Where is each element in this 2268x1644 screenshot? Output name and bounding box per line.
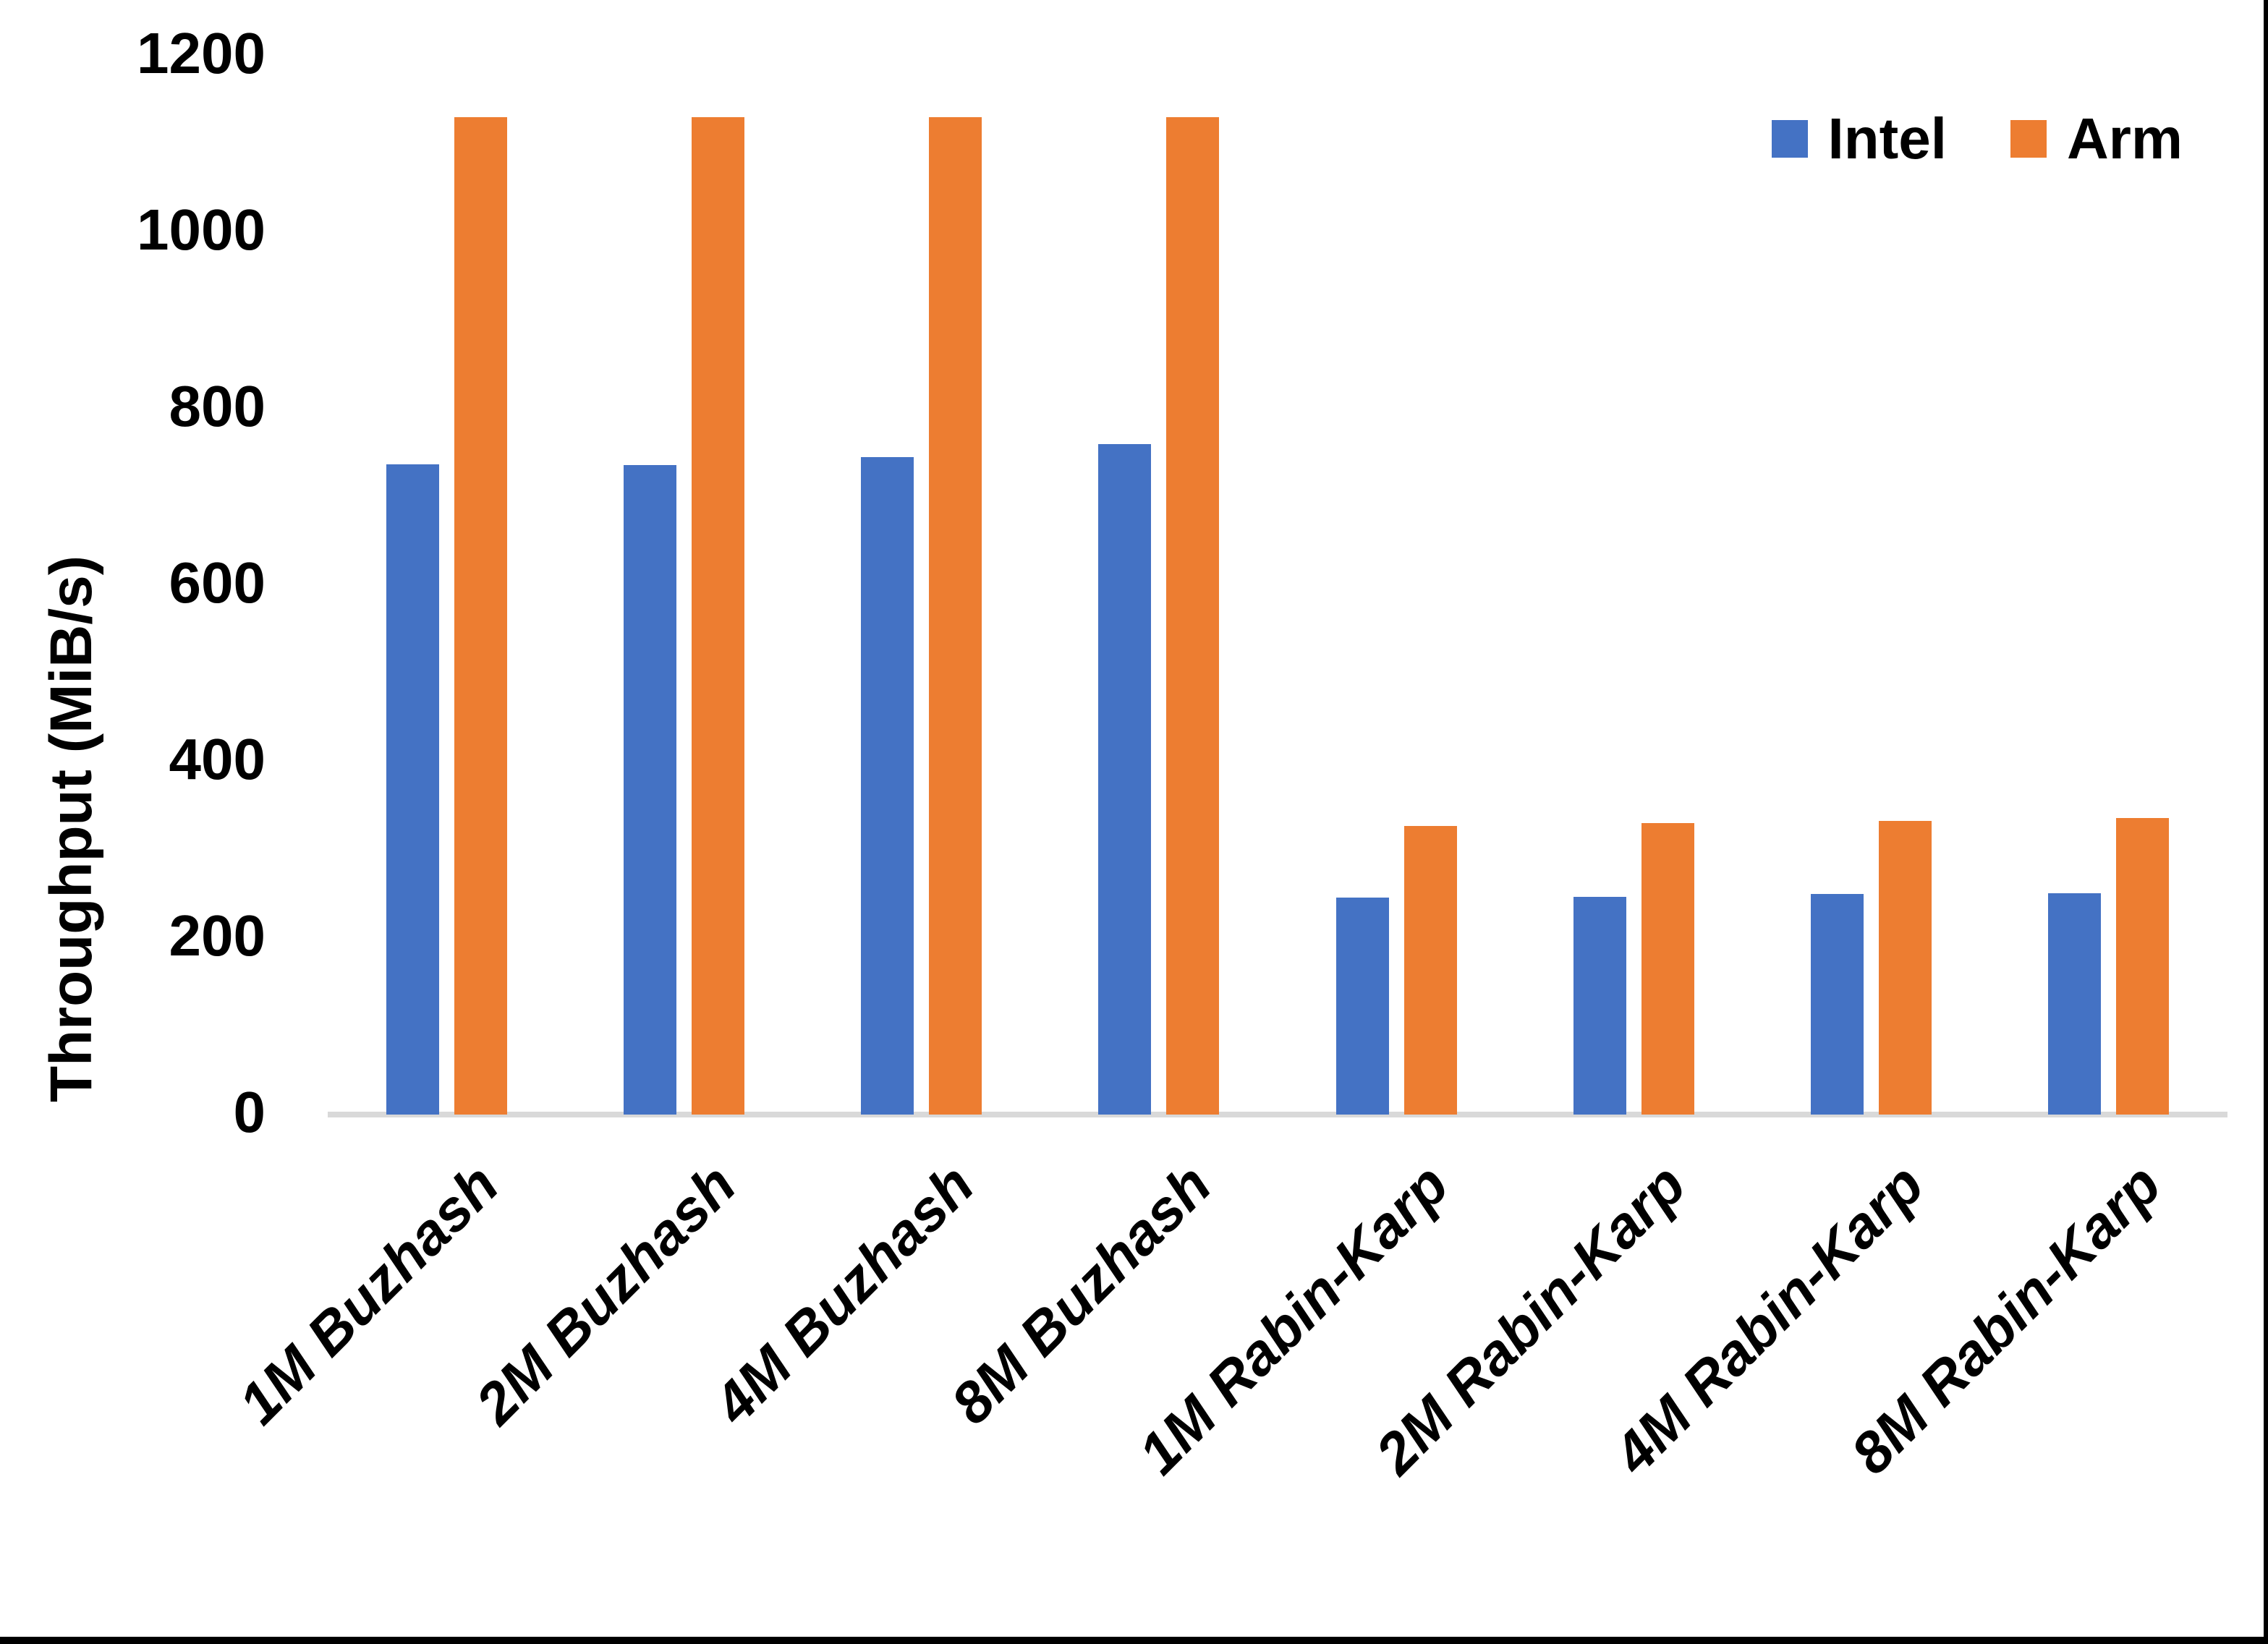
y-tick-label-0: 0 <box>233 1080 266 1144</box>
bottom-border <box>0 1637 2268 1644</box>
bar-arm-2m-buzhash <box>691 117 744 1115</box>
y-tick-label-1000: 1000 <box>137 197 266 262</box>
legend-item-intel: Intel <box>1771 106 1947 171</box>
bar-arm-4m-rabin-karp <box>1879 820 1932 1115</box>
y-tick-label-800: 800 <box>169 374 266 438</box>
bar-arm-1m-rabin-karp <box>1403 826 1457 1115</box>
y-axis-title: Throughput (MiB/s) <box>38 555 104 1102</box>
bar-intel-8m-buzhash <box>1098 443 1152 1115</box>
legend-item-arm: Arm <box>2010 110 2183 168</box>
bar-intel-2m-rabin-karp <box>1573 896 1626 1115</box>
bar-arm-2m-rabin-karp <box>1641 823 1694 1115</box>
bar-arm-1m-buzhash <box>454 117 507 1115</box>
bar-intel-2m-buzhash <box>623 465 676 1115</box>
legend-swatch-intel <box>1771 120 1808 158</box>
bar-intel-4m-rabin-karp <box>1811 894 1864 1115</box>
y-tick-label-400: 400 <box>169 727 266 791</box>
bar-intel-4m-buzhash <box>861 457 914 1115</box>
bar-arm-8m-buzhash <box>1166 117 1220 1115</box>
x-axis-line <box>328 1112 2227 1117</box>
bar-intel-8m-rabin-karp <box>2048 893 2102 1115</box>
bar-intel-1m-rabin-karp <box>1335 897 1389 1115</box>
legend-swatch-arm <box>2010 120 2047 158</box>
x-category-label-1m-buzhash: 1M Buzhash <box>226 1151 511 1436</box>
legend: Intel Arm <box>1771 106 2183 171</box>
legend-label-arm: Arm <box>2066 106 2183 171</box>
right-border <box>2264 0 2268 1644</box>
y-tick-label-1200: 1200 <box>137 21 266 85</box>
bar-arm-8m-rabin-karp <box>2116 818 2170 1115</box>
y-tick-label-200: 200 <box>169 903 266 968</box>
y-tick-label-600: 600 <box>169 550 266 615</box>
bar-intel-1m-buzhash <box>386 464 439 1115</box>
legend-label-intel: Intel <box>1827 106 1947 171</box>
bar-arm-4m-buzhash <box>929 117 982 1115</box>
